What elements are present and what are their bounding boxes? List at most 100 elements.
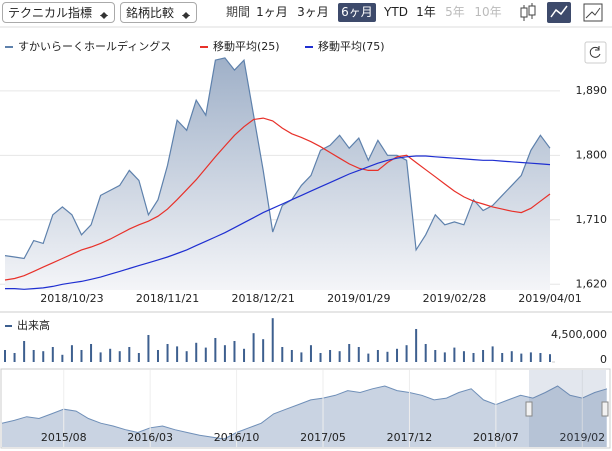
volume-bar bbox=[156, 349, 159, 362]
volume-bar bbox=[338, 351, 341, 362]
volume-bar bbox=[166, 343, 169, 362]
volume-bar bbox=[367, 353, 370, 362]
navigator-label: 2016/10 bbox=[214, 431, 260, 444]
volume-bar bbox=[434, 349, 437, 362]
period-button[interactable]: 3ヶ月 bbox=[297, 5, 329, 19]
legend-label: 移動平均(75) bbox=[318, 39, 385, 53]
x-tick-label: 2018/12/21 bbox=[231, 292, 294, 305]
volume-bar bbox=[23, 340, 26, 362]
refresh-button[interactable] bbox=[584, 41, 607, 64]
period-button[interactable]: 6ヶ月 bbox=[338, 3, 376, 22]
volume-bar bbox=[118, 351, 121, 362]
volume-bar bbox=[204, 347, 207, 362]
volume-bar bbox=[396, 348, 399, 362]
navigator-label: 2016/03 bbox=[127, 431, 173, 444]
volume-bar bbox=[491, 346, 494, 362]
candlestick-icon[interactable] bbox=[520, 3, 536, 21]
x-tick-label: 2018/10/23 bbox=[40, 292, 103, 305]
area-fill bbox=[5, 57, 550, 291]
navigator-label: 2015/08 bbox=[41, 431, 87, 444]
volume-bar bbox=[271, 318, 274, 362]
navigator-selection bbox=[529, 370, 606, 447]
navigator-label: 2017/05 bbox=[300, 431, 346, 444]
volume-bar bbox=[348, 343, 351, 362]
refresh-glyph bbox=[589, 46, 601, 58]
volume-bar bbox=[195, 342, 198, 362]
y-tick-label: 0 bbox=[600, 353, 607, 366]
volume-bar bbox=[376, 349, 379, 362]
volume-bar bbox=[290, 349, 293, 362]
series-line bbox=[5, 155, 551, 290]
volume-bar bbox=[329, 349, 332, 362]
volume-bar bbox=[520, 353, 523, 362]
volume-bar bbox=[424, 343, 427, 362]
volume-bar bbox=[61, 354, 64, 362]
volume-bar bbox=[137, 352, 140, 362]
volume-bar bbox=[510, 351, 513, 362]
volume-bar bbox=[176, 346, 179, 362]
volume-title: 出来高 bbox=[17, 318, 50, 332]
volume-bar bbox=[128, 346, 131, 362]
navigator-label: 2017/12 bbox=[387, 431, 433, 444]
volume-bar bbox=[80, 349, 83, 362]
y-tick-label: 1,710 bbox=[576, 213, 608, 226]
navigator-label: 2019/02 bbox=[559, 431, 605, 444]
fullscreen-icon[interactable] bbox=[583, 3, 603, 22]
navigator-handle[interactable] bbox=[601, 401, 609, 417]
volume-bar bbox=[357, 346, 360, 362]
volume-bar bbox=[252, 333, 255, 362]
navigator-label: 2018/07 bbox=[473, 431, 519, 444]
legend-label: すかいらーくホールディングス bbox=[18, 39, 171, 53]
volume-bar bbox=[309, 345, 312, 362]
volume-bar bbox=[462, 351, 465, 362]
volume-bar bbox=[70, 345, 73, 362]
volume-bar bbox=[243, 348, 246, 362]
period-button: 10年 bbox=[474, 5, 502, 19]
volume-bar bbox=[472, 352, 475, 362]
volume-bar bbox=[415, 328, 418, 362]
volume-bar bbox=[147, 334, 150, 362]
volume-bar bbox=[4, 349, 6, 362]
volume-bar bbox=[99, 352, 102, 362]
volume-bar bbox=[223, 345, 226, 362]
navigator-line bbox=[1, 385, 608, 440]
y-tick-label: 1,800 bbox=[576, 148, 608, 161]
volume-bar bbox=[32, 349, 35, 362]
series-line bbox=[4, 117, 551, 281]
x-tick-label: 2019/01/29 bbox=[327, 292, 390, 305]
volume-bar bbox=[386, 351, 389, 362]
volume-bar bbox=[42, 351, 45, 362]
period-button[interactable]: 1年 bbox=[416, 5, 436, 19]
volume-bar bbox=[405, 345, 408, 362]
volume-bar bbox=[262, 339, 265, 362]
legend-label: 移動平均(25) bbox=[213, 39, 280, 53]
y-tick-label: 1,620 bbox=[576, 277, 608, 290]
compare-select[interactable]: 銘柄比較 bbox=[120, 2, 197, 23]
period-button[interactable]: YTD bbox=[384, 5, 408, 19]
volume-bar bbox=[109, 348, 112, 362]
volume-bar bbox=[185, 351, 188, 362]
volume-bar bbox=[453, 347, 456, 362]
volume-bar bbox=[51, 346, 54, 362]
series-line bbox=[4, 57, 551, 260]
fullscreen-glyph bbox=[585, 7, 601, 19]
volume-bar bbox=[300, 352, 303, 362]
volume-bar bbox=[482, 349, 485, 362]
volume-bar bbox=[281, 346, 284, 362]
navigator-handle[interactable] bbox=[525, 401, 533, 417]
period-label: 期間 bbox=[225, 5, 250, 19]
volume-bar bbox=[90, 343, 93, 362]
volume-bar bbox=[501, 352, 504, 362]
technical-select[interactable]: テクニカル指標 bbox=[2, 2, 115, 23]
x-tick-label: 2019/02/28 bbox=[423, 292, 486, 305]
navigator-area bbox=[2, 386, 607, 447]
period-button[interactable]: 1ヶ月 bbox=[256, 5, 288, 19]
toolbar-icons[interactable] bbox=[520, 2, 603, 23]
y-tick-label: 4,500,000 bbox=[551, 328, 607, 341]
volume-bar bbox=[13, 352, 16, 362]
x-tick-label: 2018/11/21 bbox=[136, 292, 199, 305]
period-button: 5年 bbox=[445, 5, 465, 19]
volume-bar bbox=[529, 352, 532, 362]
